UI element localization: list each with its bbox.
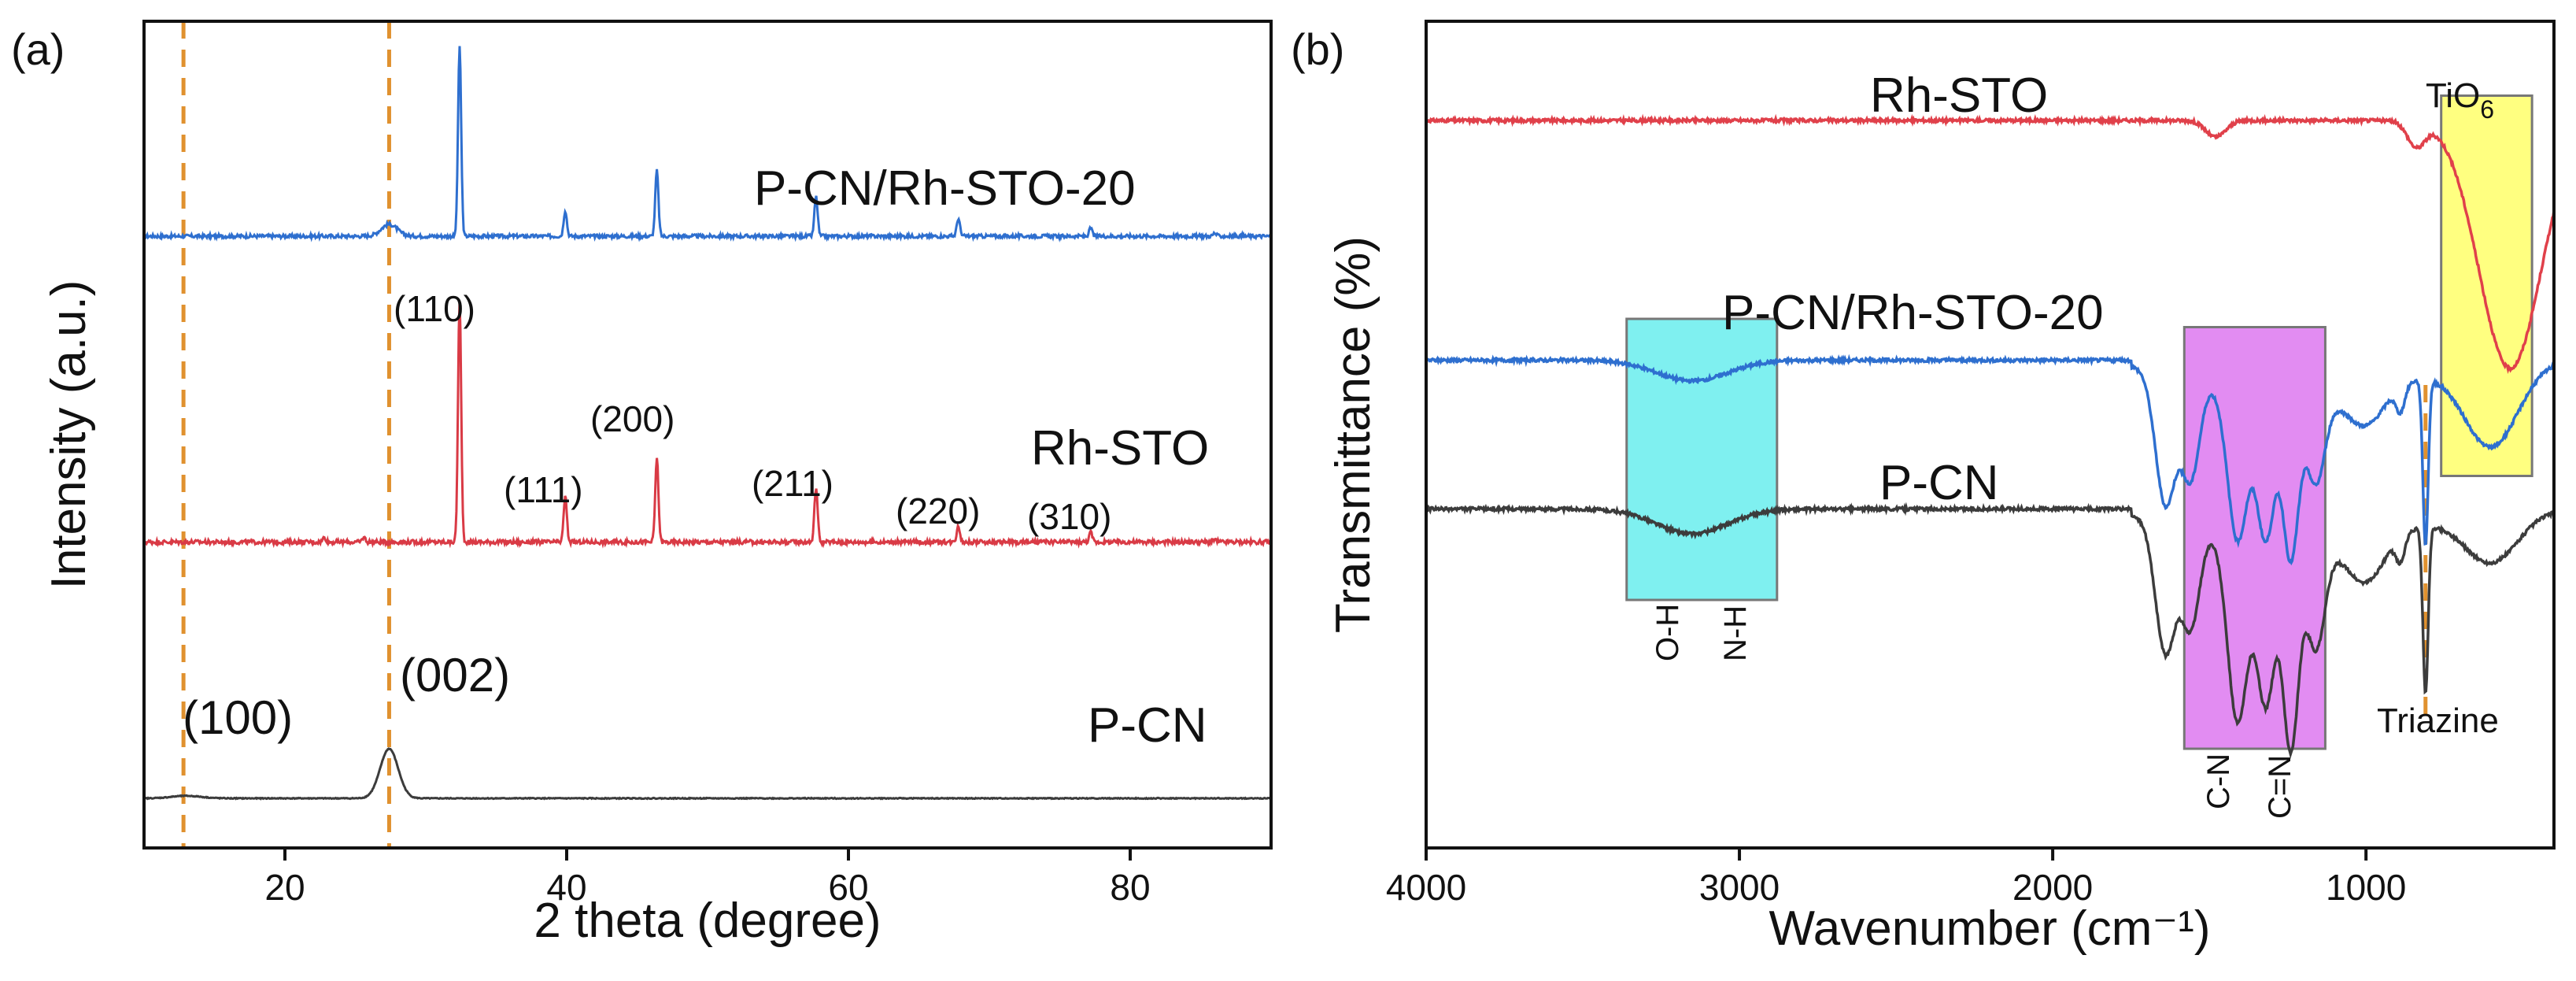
ftir-plot-frame: [1425, 20, 2556, 850]
ftir-panel: (b) 4000 3000 2000 1000 Wavenumber (cm⁻¹) T…: [1291, 20, 2556, 956]
xrd-peak-label-002: (002): [400, 649, 510, 702]
ftir-series-line-p-cn: [1425, 502, 2556, 760]
ftir-x-tick-label: 4000: [1386, 867, 1466, 908]
ftir-tio6-label: TiO6: [2426, 76, 2494, 124]
panel-a-label: (a): [11, 24, 65, 74]
ftir-band-label-cn: C-N: [2201, 753, 2236, 809]
xrd-series-line-p-cn: [143, 747, 1272, 801]
ftir-highlight-boxes: [1625, 94, 2533, 750]
xrd-x-tick-label: 20: [264, 867, 305, 908]
ftir-x-tick-label: 3000: [1699, 867, 1780, 908]
xrd-peak-label-111: (111): [504, 469, 583, 510]
ftir-y-axis-label: Transmittance (%): [1326, 236, 1380, 633]
xrd-y-axis-label: Intensity (a.u.): [42, 280, 96, 590]
xrd-series-line-rh-sto: [142, 301, 1272, 549]
xrd-label-pcn-rhsto20: P-CN/Rh-STO-20: [754, 161, 1136, 216]
xrd-x-tick-label: 40: [546, 867, 586, 908]
ftir-highlight-box-oh-nh: [1625, 317, 1779, 602]
xrd-peak-label-110: (110): [394, 288, 475, 329]
ftir-series-line-p-cn-rh-sto-20: [1425, 354, 2555, 566]
ftir-band-label-nh: N-H: [1718, 605, 1753, 661]
xrd-peak-label-310: (310): [1027, 496, 1111, 537]
xrd-series: [142, 46, 1273, 801]
ftir-label-pcn: P-CN: [1879, 456, 1999, 510]
xrd-series-line-p-cn-rh-sto-20: [143, 46, 1273, 242]
ftir-x-axis-label: Wavenumber (cm⁻¹): [1769, 901, 2211, 956]
ftir-series-line-rh-sto: [1425, 113, 2556, 374]
xrd-label-rhsto: Rh-STO: [1031, 421, 1209, 476]
ftir-band-label-c-eq-n: C=N: [2263, 755, 2297, 819]
xrd-peak-label-200: (200): [590, 398, 674, 439]
xrd-panel: (a) 20 40 60 80 2 theta (degree) Intensity …: [11, 20, 1273, 948]
ftir-x-tick-label: 1000: [2326, 867, 2406, 908]
xrd-peak-label-211: (211): [752, 463, 833, 504]
ftir-triazine-label: Triazine: [2377, 702, 2499, 740]
xrd-reference-lines: [181, 21, 391, 848]
ftir-highlight-box-cn: [2182, 326, 2327, 750]
xrd-x-tick-label: 60: [828, 867, 868, 908]
xrd-x-axis-label: 2 theta (degree): [534, 894, 881, 948]
ftir-band-label-oh: O-H: [1650, 604, 1685, 661]
xrd-peak-label-100: (100): [183, 691, 293, 744]
ftir-label-pcn-rhsto20: P-CN/Rh-STO-20: [1722, 286, 2104, 340]
ftir-x-tick-label: 2000: [2012, 867, 2093, 908]
panel-b-label: (b): [1291, 24, 1344, 74]
xrd-peak-label-220: (220): [896, 490, 980, 531]
ftir-x-ticks: 4000 3000 2000 1000: [1386, 848, 2406, 908]
xrd-label-pcn: P-CN: [1088, 698, 1207, 753]
xrd-plot-frame: [142, 20, 1273, 850]
ftir-highlight-box-tio6: [2440, 94, 2533, 477]
xrd-x-ticks: 20 40 60 80: [264, 848, 1151, 908]
ftir-series: [1425, 113, 2556, 760]
xrd-x-tick-label: 80: [1110, 867, 1150, 908]
ftir-label-rhsto: Rh-STO: [1870, 68, 2048, 123]
